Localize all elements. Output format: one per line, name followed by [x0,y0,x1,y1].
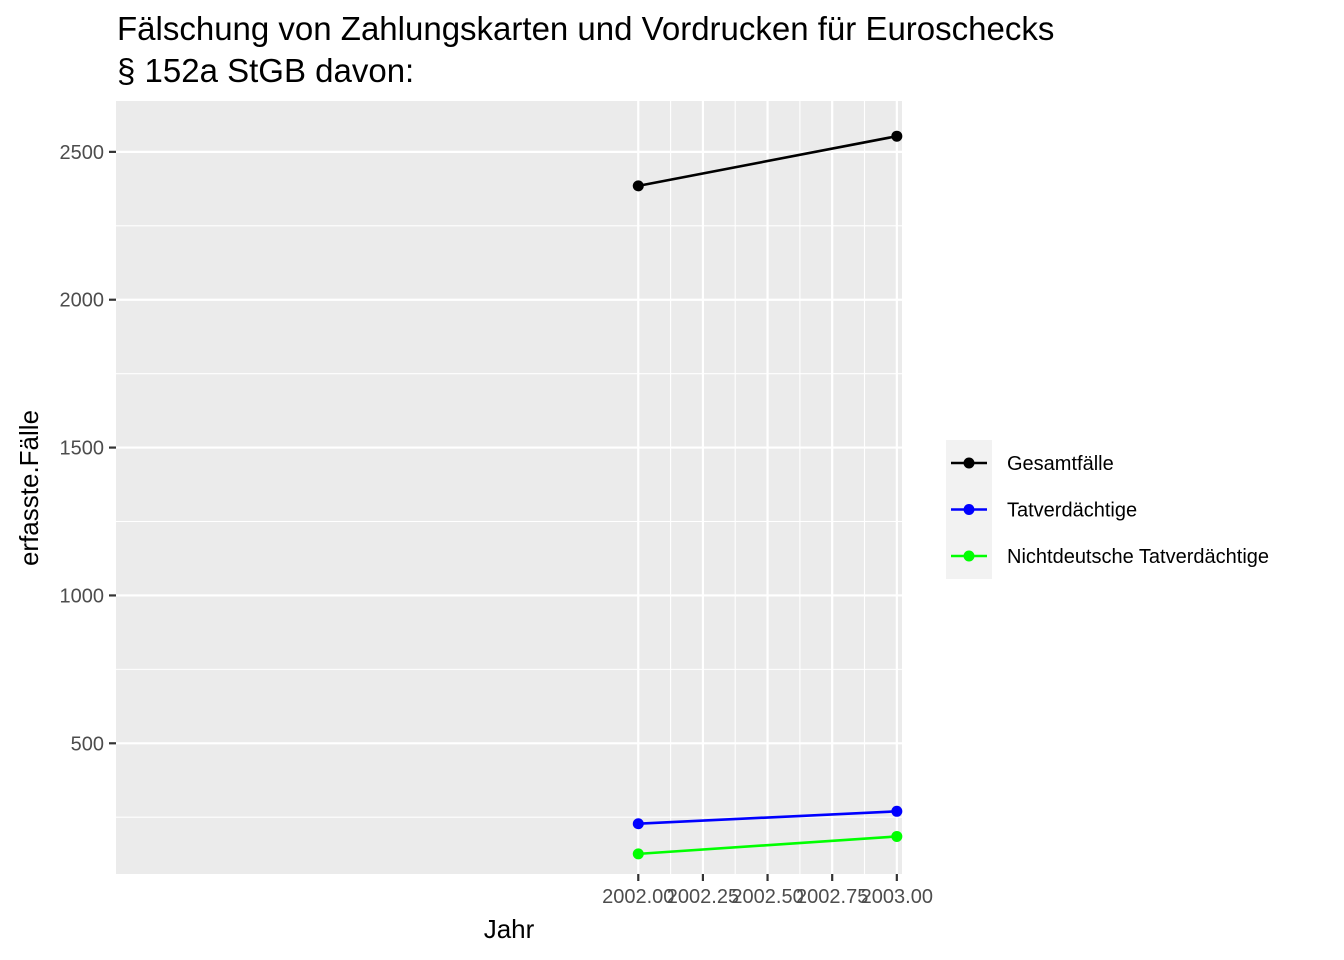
legend-key-point [963,504,975,515]
chart-title-line-2: § 152a StGB davon: [117,52,414,89]
data-point [891,830,903,842]
x-tick-label: 2003.00 [861,886,933,908]
legend-label: Nichtdeutsche Tatverdächtige [1007,546,1269,568]
x-tick-label: 2002.50 [731,886,803,908]
series-line [638,810,897,826]
data-point [632,818,644,830]
y-tick-label: 500 [71,733,104,755]
x-tick-label: 2002.25 [667,886,739,908]
y-tick-label: 1000 [60,585,105,607]
x-tick-label: 2002.00 [602,886,674,908]
axis-ticks [109,150,898,881]
legend-key-point [963,457,975,469]
y-axis-title: erfasste.Fälle [14,410,44,566]
data-point [632,180,644,192]
legend-key-point [963,550,975,562]
x-tick-label: 2002.75 [796,886,868,908]
series-line [638,134,898,188]
legend: Gesamtfälle Tatverdächtige Nichtdeutsche T… [951,453,1269,568]
y-tick-label: 2500 [60,142,105,164]
series-line [638,835,897,856]
plot-panel [116,101,902,874]
series-layer [632,130,903,860]
chart-title-line-1: Fälschung von Zahlungskarten und Vordruc… [117,10,1054,47]
major-gridlines [116,101,902,874]
data-point [632,848,644,860]
minor-gridlines [116,101,902,874]
legend-label: Tatverdächtige [1007,500,1137,522]
y-tick-label: 1500 [60,438,105,460]
legend-label: Gesamtfälle [1007,453,1114,475]
data-point [891,805,903,817]
data-point [891,130,903,142]
y-tick-label: 2000 [60,290,105,312]
x-axis-title: Jahr [484,914,535,944]
